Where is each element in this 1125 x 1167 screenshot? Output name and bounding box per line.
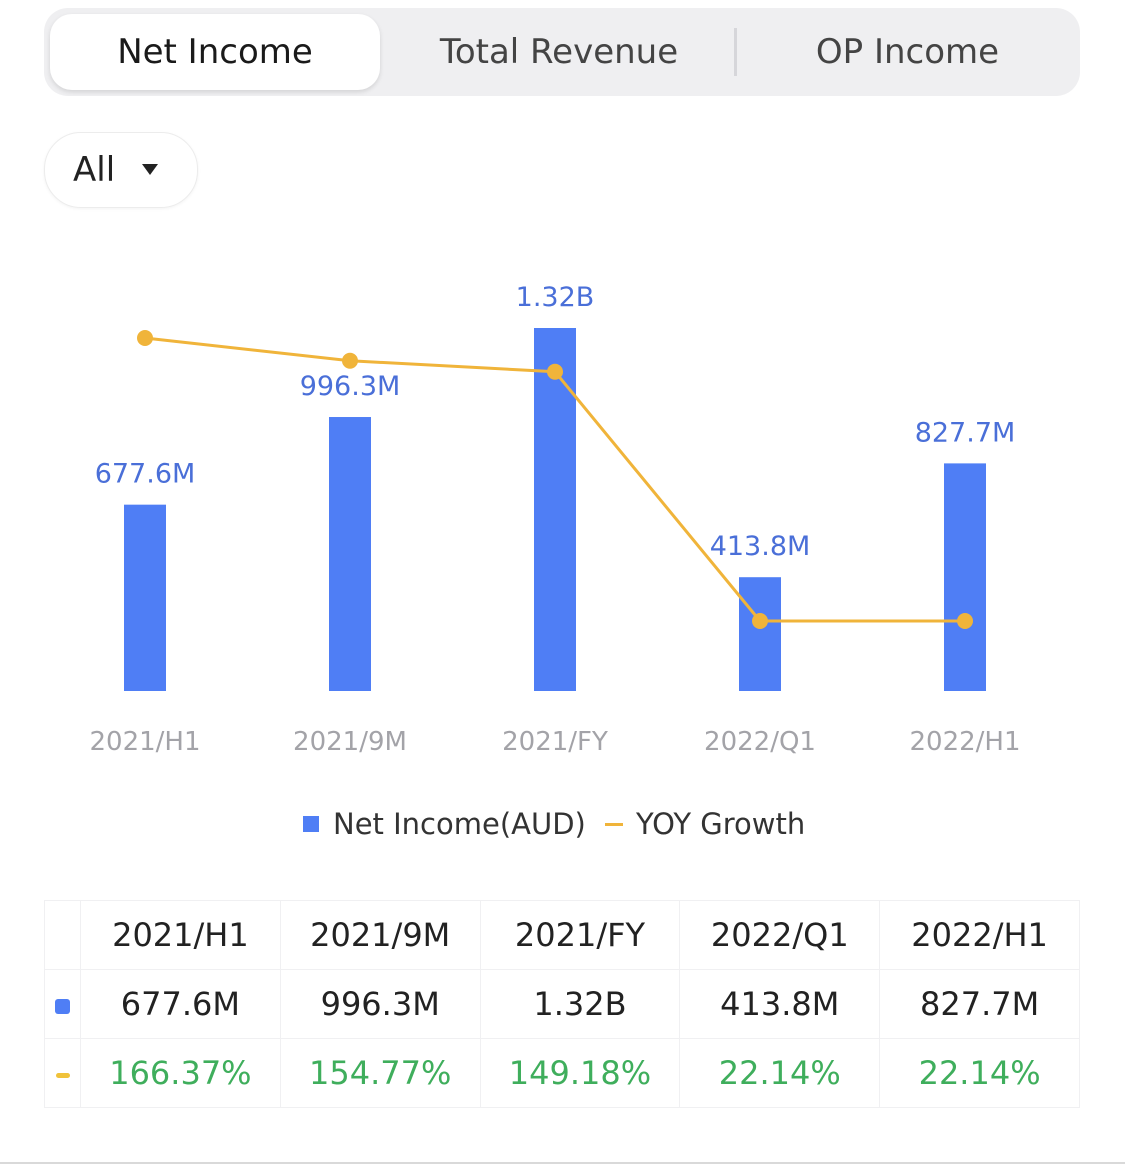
bar-value-label: 413.8M [710, 531, 811, 562]
x-axis-tick-label: 2021/FY [502, 727, 608, 757]
caret-down-icon [142, 164, 158, 175]
x-axis-tick-label: 2022/Q1 [704, 727, 816, 757]
yoy-growth-point[interactable] [547, 363, 563, 380]
yoy-growth-point[interactable] [957, 613, 973, 629]
bar-net-income[interactable] [534, 328, 576, 691]
tab-op-income[interactable]: OP Income [815, 32, 1000, 72]
yoy-growth-point[interactable] [342, 352, 358, 369]
table-cell: 827.7M [879, 969, 1080, 1039]
table-corner-cell [44, 900, 81, 970]
table-header-cell: 2021/9M [279, 900, 481, 970]
period-filter-dropdown[interactable]: All [44, 132, 198, 208]
legend-yoy-growth-label[interactable]: YOY Growth [636, 807, 806, 841]
legend-bar-swatch [303, 816, 319, 832]
bar-net-income[interactable] [739, 577, 781, 691]
table-header-row: 2021/H1 2021/9M 2021/FY 2022/Q1 2022/H1 [44, 900, 1080, 970]
bar-value-label: 677.6M [95, 459, 196, 490]
legend-line-swatch [605, 823, 623, 826]
bottom-divider [0, 1162, 1125, 1164]
table-cell: 996.3M [279, 969, 481, 1039]
legend-net-income-label[interactable]: Net Income(AUD) [333, 807, 586, 841]
table-cell: 413.8M [679, 969, 881, 1039]
yoy-growth-point[interactable] [137, 330, 153, 346]
table-cell: 149.18% [479, 1038, 681, 1108]
metric-tabs: Net Income Total Revenue OP Income [44, 8, 1080, 96]
table-header-cell: 2022/Q1 [679, 900, 881, 970]
table-header-cell: 2021/FY [479, 900, 681, 970]
square-marker-icon [55, 998, 70, 1014]
table-cell: 22.14% [679, 1038, 881, 1108]
x-axis-tick-label: 2021/H1 [89, 727, 200, 757]
chart-legend: Net Income(AUD) YOY Growth [0, 804, 1125, 844]
table-header-cell: 2022/H1 [879, 900, 1080, 970]
bar-value-label: 827.7M [915, 417, 1016, 448]
bar-value-label: 1.32B [516, 282, 595, 313]
net-income-marker-cell [44, 969, 81, 1039]
net-income-chart: 677.6M 996.3M 1.32B 413.8M 827.7M 2021/H1 2021… [89, 282, 1020, 757]
table-cell: 1.32B [479, 969, 681, 1039]
tab-divider [734, 28, 737, 76]
table-cell: 166.37% [80, 1038, 281, 1108]
x-axis-tick-label: 2021/9M [293, 727, 407, 757]
table-cell: 22.14% [879, 1038, 1080, 1108]
tab-total-revenue[interactable]: Total Revenue [439, 32, 679, 72]
table-cell: 154.77% [279, 1038, 481, 1108]
table-row-yoy-growth: 166.37% 154.77% 149.18% 22.14% 22.14% [44, 1038, 1080, 1108]
bar-net-income[interactable] [124, 504, 166, 691]
yoy-growth-point[interactable] [752, 613, 768, 629]
tab-net-income[interactable]: Net Income [50, 14, 380, 90]
table-header-cell: 2021/H1 [80, 900, 281, 970]
bar-value-label: 996.3M [300, 371, 401, 402]
data-table: 2021/H1 2021/9M 2021/FY 2022/Q1 2022/H1 … [44, 900, 1080, 1108]
x-axis-tick-label: 2022/H1 [909, 727, 1020, 757]
table-row-net-income: 677.6M 996.3M 1.32B 413.8M 827.7M [44, 969, 1080, 1039]
table-cell: 677.6M [80, 969, 281, 1039]
bar-net-income[interactable] [329, 417, 371, 691]
dash-marker-icon [55, 1072, 70, 1078]
bar-net-income[interactable] [944, 463, 986, 691]
period-filter-value: All [73, 150, 116, 190]
yoy-marker-cell [44, 1038, 81, 1108]
